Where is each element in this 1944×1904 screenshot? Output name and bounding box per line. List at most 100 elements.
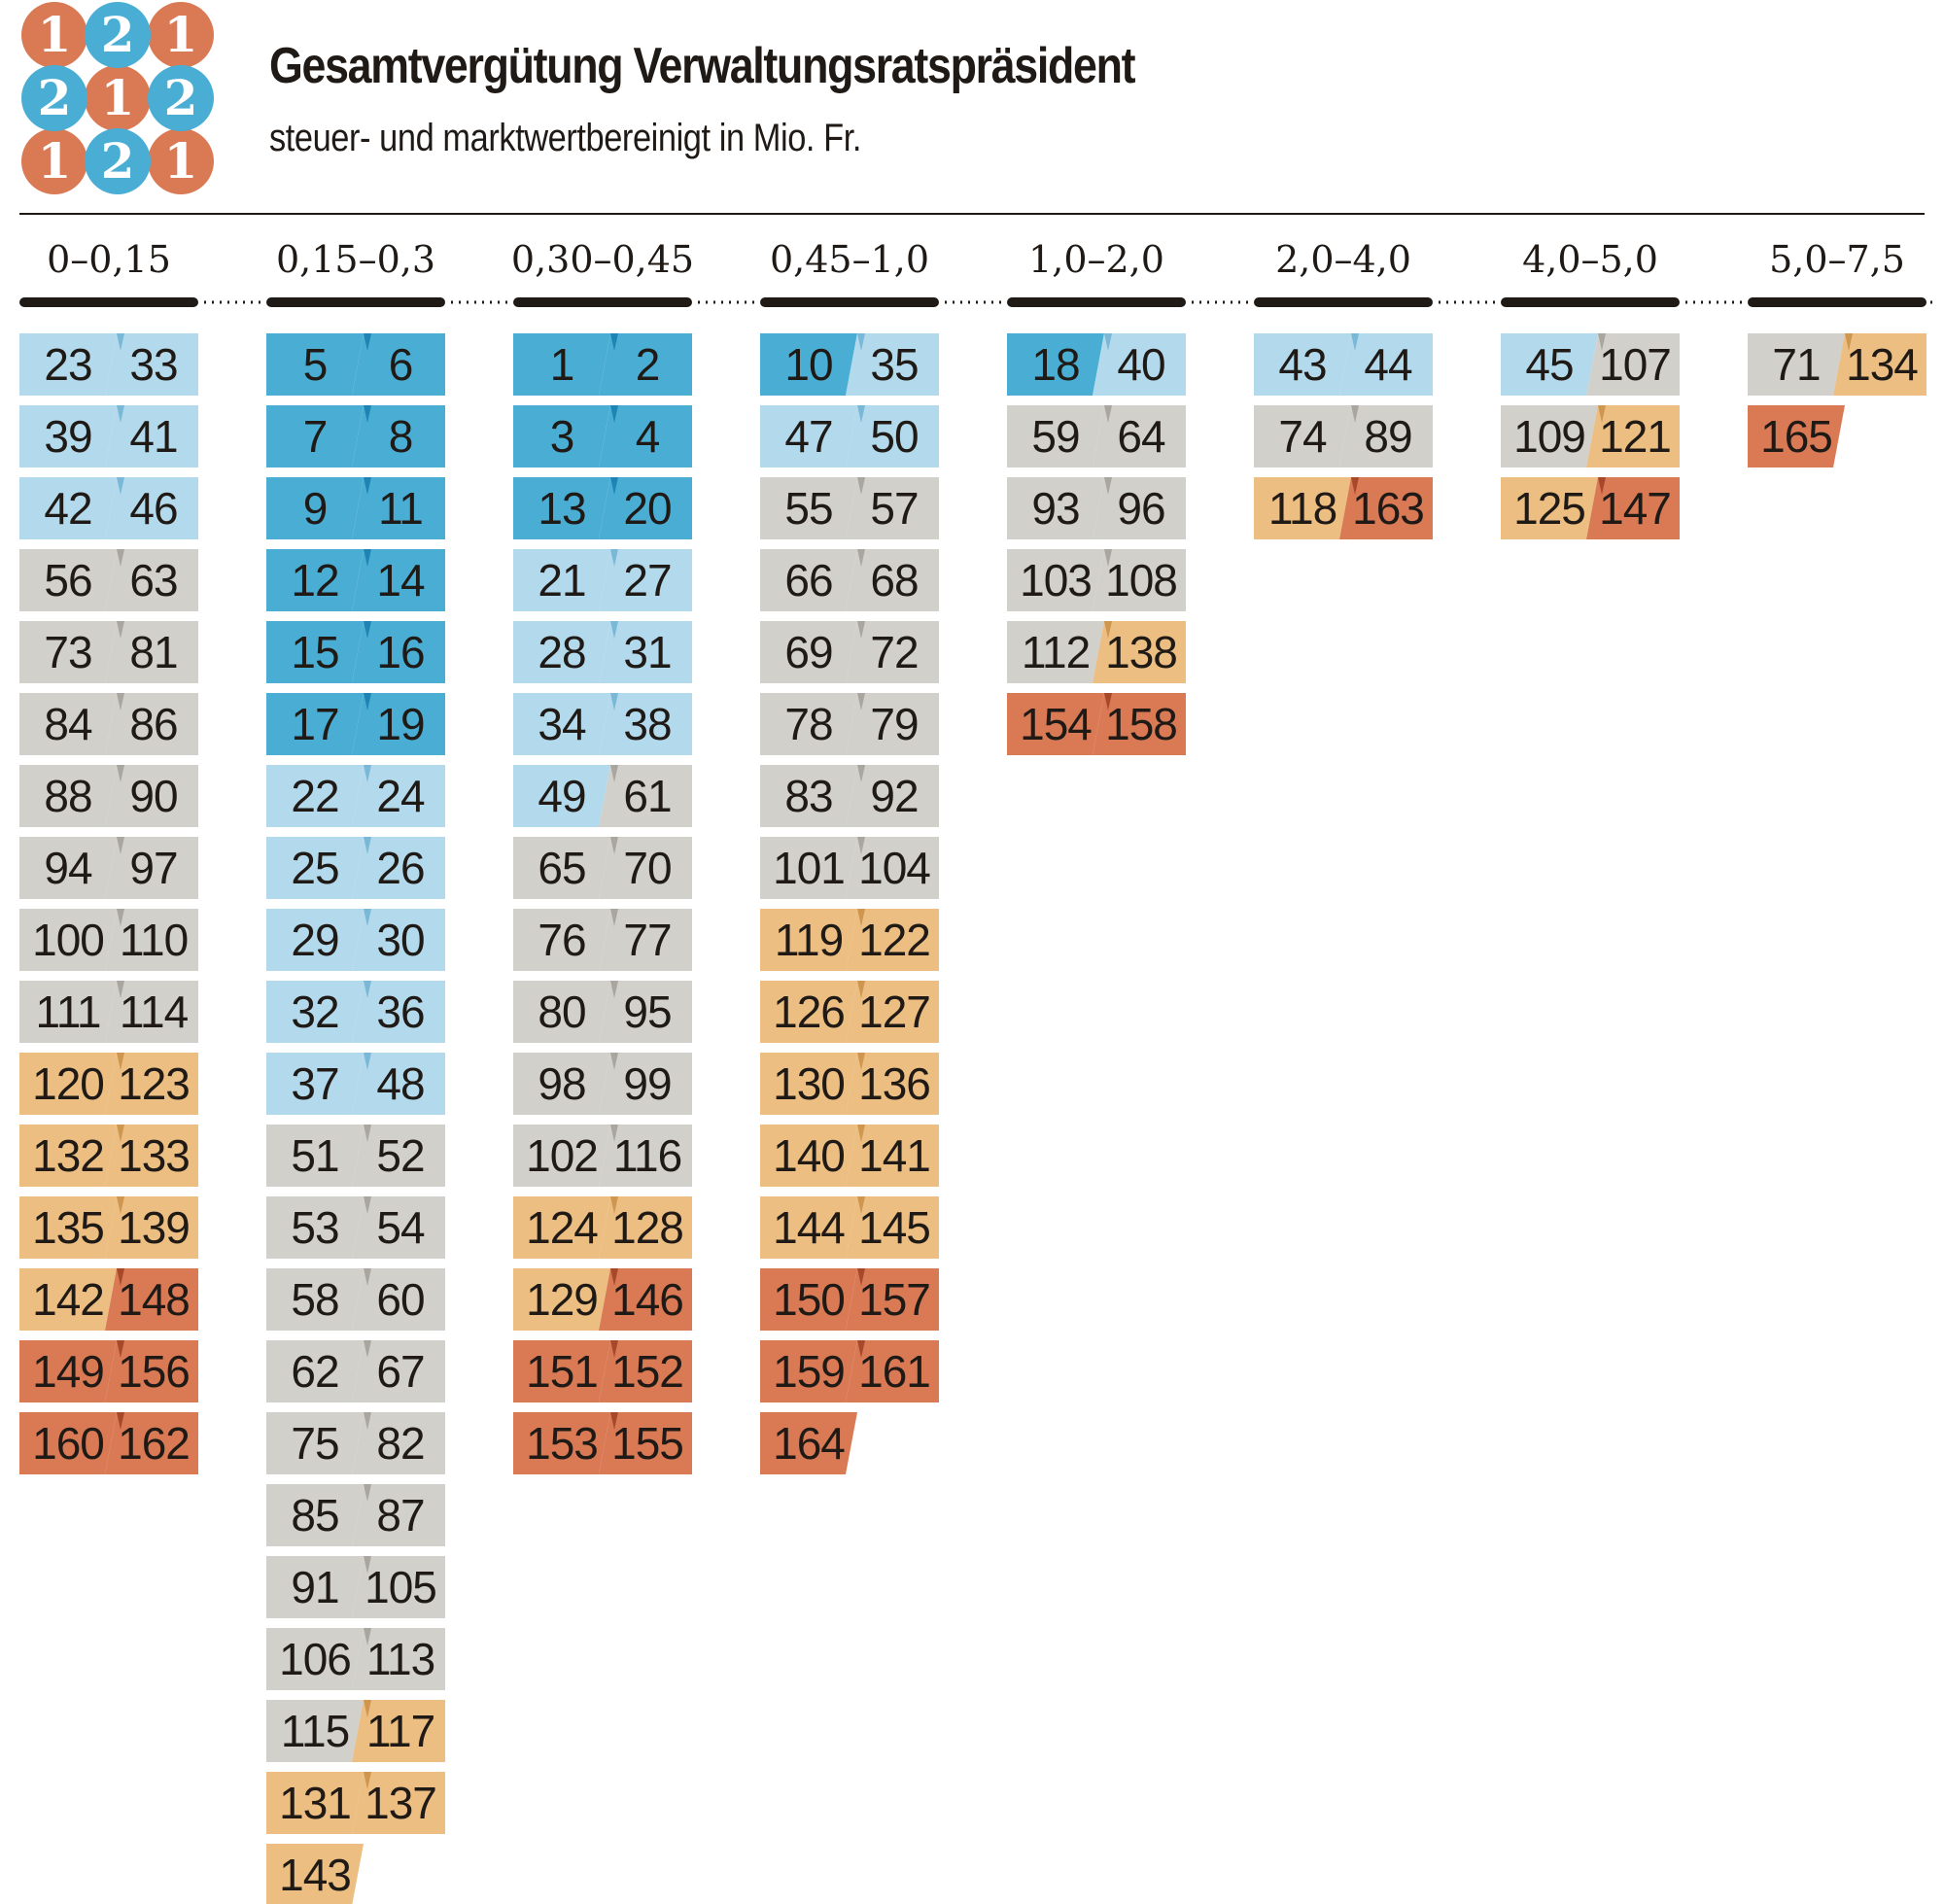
rank-cell xyxy=(266,1556,364,1618)
rank-cell xyxy=(105,549,198,611)
rank-number: 26 xyxy=(376,843,424,893)
rank-cell xyxy=(513,981,610,1043)
rank-number: 42 xyxy=(44,483,91,534)
rank-cell xyxy=(266,1053,364,1115)
rank-cell xyxy=(352,1628,445,1690)
rank-cell xyxy=(1007,477,1104,539)
rank-cell xyxy=(1586,405,1680,467)
cell-divider xyxy=(857,1196,865,1214)
table-row: 133 132 xyxy=(19,1125,198,1187)
table-row: 52 51 xyxy=(266,1125,445,1187)
cell-divider xyxy=(117,765,124,782)
table-row: 95 80 xyxy=(513,981,692,1043)
table-row: 99 98 xyxy=(513,1053,692,1115)
rank-cell xyxy=(105,1412,198,1474)
rank-number: 140 xyxy=(773,1130,845,1181)
table-row: 139 135 xyxy=(19,1196,198,1259)
table-row: 61 49 xyxy=(513,765,692,827)
cell-divider xyxy=(364,981,371,998)
rank-number: 142 xyxy=(32,1274,104,1325)
rank-number: 46 xyxy=(129,483,177,534)
logo-circle: 1 xyxy=(148,128,214,194)
table-row: 44 43 xyxy=(1254,333,1433,396)
rank-cell xyxy=(760,909,857,971)
rank-number: 68 xyxy=(870,555,918,606)
cell-divider xyxy=(117,549,124,567)
rank-cell xyxy=(105,909,198,971)
rank-cell xyxy=(599,333,692,396)
cell-divider xyxy=(857,981,865,998)
rank-cell xyxy=(1748,333,1845,396)
rank-cell xyxy=(19,477,117,539)
rank-number: 67 xyxy=(376,1346,424,1397)
table-row: 104 101 xyxy=(760,837,939,899)
logo-circle: 1 xyxy=(21,128,87,194)
rank-number: 90 xyxy=(129,771,177,821)
rank-number: 157 xyxy=(858,1274,930,1325)
logo-circle: 2 xyxy=(85,128,151,194)
rank-cell xyxy=(19,1340,117,1402)
cell-divider xyxy=(857,1125,865,1142)
table-row: 11 9 xyxy=(266,477,445,539)
rank-number: 74 xyxy=(1278,411,1327,462)
rank-number: 12 xyxy=(291,555,338,606)
rank-number: 80 xyxy=(538,987,585,1037)
rank-cell xyxy=(19,549,117,611)
table-row: 161 159 xyxy=(760,1340,939,1402)
rank-number: 34 xyxy=(538,699,586,749)
rank-number: 36 xyxy=(376,987,424,1037)
rank-number: 49 xyxy=(538,771,585,821)
cell-divider xyxy=(364,1484,371,1502)
cell-divider xyxy=(117,837,124,854)
table-row: 26 25 xyxy=(266,837,445,899)
rank-number: 156 xyxy=(118,1346,190,1397)
rank-number: 102 xyxy=(526,1130,598,1181)
cell-divider xyxy=(857,1340,865,1358)
rank-cell xyxy=(846,477,939,539)
rank-number: 127 xyxy=(858,987,930,1037)
table-row: 155 153 xyxy=(513,1412,692,1474)
rank-number: 159 xyxy=(773,1346,845,1397)
rank-number: 94 xyxy=(44,843,92,893)
logo: 1 111 122 22 xyxy=(21,2,214,194)
cell-divider xyxy=(1351,477,1359,495)
rank-cell xyxy=(760,1412,857,1474)
cell-divider xyxy=(1598,333,1606,351)
rank-cell xyxy=(19,621,117,683)
rank-cell xyxy=(846,837,939,899)
rank-cell xyxy=(760,1340,857,1402)
cell-divider xyxy=(364,1412,371,1430)
rank-cell xyxy=(105,1340,198,1402)
rank-number: 93 xyxy=(1031,483,1079,534)
table-row: 38 34 xyxy=(513,693,692,755)
rank-cell xyxy=(599,1268,692,1331)
rank-cell xyxy=(266,1844,364,1904)
cell-divider xyxy=(857,477,865,495)
rank-number: 138 xyxy=(1105,627,1177,677)
rank-cell xyxy=(1007,693,1104,755)
range-label: 5,0–7,5 xyxy=(1769,238,1905,281)
cell-divider xyxy=(364,1196,371,1214)
rank-cell xyxy=(513,1196,610,1259)
rank-cell xyxy=(513,1053,610,1115)
rank-number: 123 xyxy=(118,1058,190,1109)
range-bar xyxy=(1748,297,1927,307)
table-row: 81 73 xyxy=(19,621,198,683)
rank-cell xyxy=(760,333,857,396)
rank-cell xyxy=(352,909,445,971)
rank-number: 30 xyxy=(376,915,424,965)
rank-cell xyxy=(105,1125,198,1187)
rank-cell xyxy=(513,837,610,899)
rank-number: 106 xyxy=(279,1634,351,1684)
rank-cell xyxy=(513,333,610,396)
table-row: 134 71 xyxy=(1748,333,1927,396)
rank-number: 130 xyxy=(773,1058,845,1109)
rank-number: 71 xyxy=(1772,339,1820,390)
table-row: 117 115 xyxy=(266,1700,445,1762)
rank-number: 31 xyxy=(623,627,671,677)
cell-divider xyxy=(610,405,618,423)
rank-number: 77 xyxy=(623,915,671,965)
rank-number: 66 xyxy=(784,555,832,606)
rank-cell xyxy=(1501,477,1598,539)
cell-divider xyxy=(117,1412,124,1430)
